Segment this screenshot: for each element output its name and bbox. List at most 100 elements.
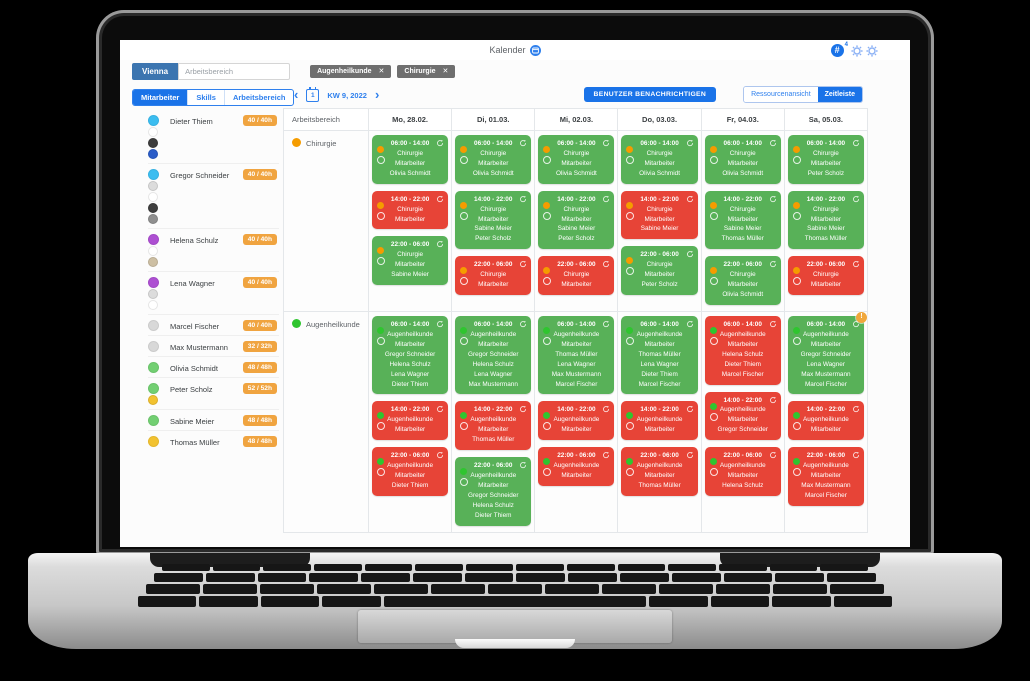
app-header: Kalender # 4 [120, 40, 910, 60]
shift-card[interactable]: 06:00 - 14:00 Chirurgie Mitarbeiter Olivia … [372, 135, 449, 184]
filter-chip-list: Augenheilkunde ✕ Chirurgie ✕ [310, 65, 456, 78]
employee-row[interactable]: Marcel Fischer 40 / 40h [148, 315, 279, 336]
hashtag-icon[interactable]: # [830, 44, 844, 57]
shift-card[interactable]: 14:00 - 22:00 Augenheilkunde Mitarbeiter Th… [455, 401, 532, 451]
shift-role: Mitarbeiter [561, 472, 592, 480]
keyboard-row [162, 564, 868, 571]
shift-open-slot-icon [709, 336, 718, 345]
employee-row[interactable]: Max Mustermann 32 / 32h [148, 336, 279, 357]
location-button[interactable]: Vienna [132, 63, 179, 80]
shift-card[interactable]: 22:00 - 06:00 Augenheilkunde Mitarbeiter Di… [372, 447, 449, 496]
employee-row[interactable]: Sabine Meier 48 / 48h [148, 410, 279, 431]
shift-role: Mitarbeiter [644, 271, 675, 279]
shift-card[interactable]: 22:00 - 06:00 Chirurgie Mitarbeiter Peter S… [621, 246, 698, 296]
avatar [148, 234, 159, 245]
shift-employee-name: Lena Wagner [806, 360, 845, 368]
shift-card[interactable]: 14:00 - 22:00 Chirurgie Mitarbeiter Sabine … [704, 190, 781, 250]
day-cell: 06:00 - 14:00 Chirurgie Mitarbeiter Olivia … [535, 131, 619, 312]
shift-card[interactable]: 06:00 - 14:00 Augenheilkunde Mitarbeiter Gr… [372, 315, 449, 395]
employee-row[interactable]: Helena Schulz 40 / 40h [148, 229, 279, 272]
keyboard-row [146, 584, 884, 594]
filter-chip[interactable]: Chirurgie ✕ [397, 65, 456, 78]
skill-dot [148, 214, 158, 224]
calendar-picker-icon[interactable]: 1 [306, 87, 320, 102]
remove-chip-icon[interactable]: ✕ [378, 68, 385, 75]
employee-row[interactable]: Peter Scholz 52 / 52h [148, 378, 279, 410]
employee-row[interactable]: Dieter Thiem 40 / 40h [148, 110, 279, 164]
shift-area-name: Augenheilkunde [636, 416, 683, 424]
employee-name: Lena Wagner [170, 279, 215, 288]
shift-card[interactable]: 22:00 - 06:00 Chirurgie Mitarbeiter [455, 256, 532, 296]
remove-chip-icon[interactable]: ✕ [442, 68, 449, 75]
shift-card[interactable]: 06:00 - 14:00 Augenheilkunde Mitarbeiter He… [704, 315, 781, 385]
shift-card[interactable]: 22:00 - 06:00 Chirurgie Mitarbeiter Sabine … [372, 236, 449, 286]
shift-card[interactable]: 06:00 - 14:00 Chirurgie Mitarbeiter Peter S… [787, 135, 864, 184]
employee-row[interactable]: Olivia Schmidt 48 / 48h [148, 357, 279, 378]
shift-card[interactable]: 06:00 - 14:00 Chirurgie Mitarbeiter Olivia … [704, 135, 781, 184]
shift-card[interactable]: 06:00 - 14:00 Augenheilkunde Mitarbeiter Gr… [787, 311, 867, 395]
view-toggle-resources[interactable]: Ressourcenansicht [744, 87, 818, 102]
shift-card[interactable]: 22:00 - 06:00 Chirurgie Mitarbeiter [787, 256, 864, 296]
shift-open-slot-icon [460, 478, 469, 487]
shift-card[interactable]: 22:00 - 06:00 Augenheilkunde Mitarbeiter Gr… [455, 457, 532, 526]
shift-card[interactable]: 06:00 - 14:00 Augenheilkunde Mitarbeiter Gr… [455, 315, 532, 395]
employee-row[interactable]: Thomas Müller 48 / 48h [148, 431, 279, 451]
employee-row[interactable]: Gregor Schneider 40 / 40h [148, 164, 279, 229]
employee-row[interactable]: Lena Wagner 40 / 40h [148, 272, 279, 315]
shift-open-slot-icon [792, 156, 801, 164]
view-toggle: Ressourcenansicht Zeitleiste [743, 86, 863, 103]
view-toggle-timeline[interactable]: Zeitleiste [817, 87, 862, 102]
shift-area-dot [377, 326, 384, 334]
shift-card[interactable]: 14:00 - 22:00 Chirurgie Mitarbeiter Sabine … [538, 190, 615, 250]
shift-card[interactable]: 06:00 - 14:00 Chirurgie Mitarbeiter Olivia … [455, 135, 532, 184]
shift-card[interactable]: 22:00 - 06:00 Chirurgie Mitarbeiter Olivia … [704, 256, 781, 305]
shift-time: 14:00 - 22:00 [474, 195, 513, 203]
shift-card[interactable]: 22:00 - 06:00 Augenheilkunde Mitarbeiter [538, 447, 615, 486]
employee-name: Gregor Schneider [170, 171, 230, 180]
laptop-lid-notch [455, 639, 575, 648]
shift-card[interactable]: 06:00 - 14:00 Augenheilkunde Mitarbeiter Th… [538, 315, 615, 395]
workspace-search-input[interactable] [178, 63, 291, 80]
shift-card[interactable]: 14:00 - 22:00 Chirurgie Mitarbeiter Sabine … [621, 190, 698, 240]
shift-card[interactable]: 14:00 - 22:00 Augenheilkunde Mitarbeiter [621, 401, 698, 441]
shift-card[interactable]: 14:00 - 22:00 Chirurgie Mitarbeiter Sabine … [787, 190, 864, 250]
laptop-base [28, 553, 1002, 649]
tab-mitarbeiter[interactable]: Mitarbeiter [133, 90, 188, 105]
shift-area-dot [792, 146, 800, 153]
shift-role: Mitarbeiter [727, 340, 758, 348]
shift-card[interactable]: 06:00 - 14:00 Chirurgie Mitarbeiter Olivia … [538, 135, 615, 184]
shift-area-dot [792, 458, 800, 466]
shift-open-slot-icon [626, 468, 635, 477]
shift-card[interactable]: 14:00 - 22:00 Chirurgie Mitarbeiter Sabine … [455, 190, 532, 250]
shift-open-slot-icon [709, 412, 718, 421]
shift-card[interactable]: 22:00 - 06:00 Augenheilkunde Mitarbeiter He… [704, 447, 781, 496]
shift-card[interactable]: 14:00 - 22:00 Augenheilkunde Mitarbeiter [787, 401, 864, 441]
settings-gear-icon[interactable] [866, 45, 878, 57]
filter-chip[interactable]: Augenheilkunde ✕ [310, 65, 392, 78]
shift-card[interactable]: 22:00 - 06:00 Augenheilkunde Mitarbeiter Ma… [787, 447, 864, 506]
shift-card[interactable]: 06:00 - 14:00 Chirurgie Mitarbeiter Olivia … [621, 135, 698, 184]
day-column-header: Do, 03.03. [618, 109, 702, 131]
shift-time: 22:00 - 06:00 [557, 261, 596, 269]
repeat-icon [603, 139, 610, 147]
shift-card[interactable]: 22:00 - 06:00 Augenheilkunde Mitarbeiter Th… [621, 447, 698, 496]
adjustments-gear-icon[interactable] [851, 45, 863, 57]
shift-card[interactable]: 14:00 - 22:00 Chirurgie Mitarbeiter [372, 190, 449, 230]
shift-card[interactable]: 06:00 - 14:00 Augenheilkunde Mitarbeiter Th… [621, 315, 698, 395]
shift-open-slot-icon [460, 211, 469, 220]
shift-card[interactable]: 14:00 - 22:00 Augenheilkunde Mitarbeiter Gr… [704, 391, 781, 441]
tab-arbeitsbereich[interactable]: Arbeitsbereich [223, 90, 294, 105]
tab-skills[interactable]: Skills [187, 90, 224, 105]
repeat-icon [686, 195, 693, 202]
repeat-icon [686, 452, 693, 459]
next-week-icon[interactable]: › [374, 87, 380, 102]
shift-employee-name: Helena Schulz [722, 350, 764, 358]
shift-card[interactable]: 14:00 - 22:00 Augenheilkunde Mitarbeiter [538, 401, 615, 441]
shift-role: Mitarbeiter [478, 281, 509, 289]
shift-card[interactable]: 14:00 - 22:00 Augenheilkunde Mitarbeiter [372, 401, 449, 441]
prev-week-icon[interactable]: ‹ [294, 87, 299, 102]
notify-users-button[interactable]: BENUTZER BENACHRICHTIGEN [583, 87, 717, 102]
shift-area-name: Chirurgie [563, 149, 590, 157]
shift-card[interactable]: 22:00 - 06:00 Chirurgie Mitarbeiter [538, 256, 615, 296]
shift-open-slot-icon [709, 156, 718, 164]
